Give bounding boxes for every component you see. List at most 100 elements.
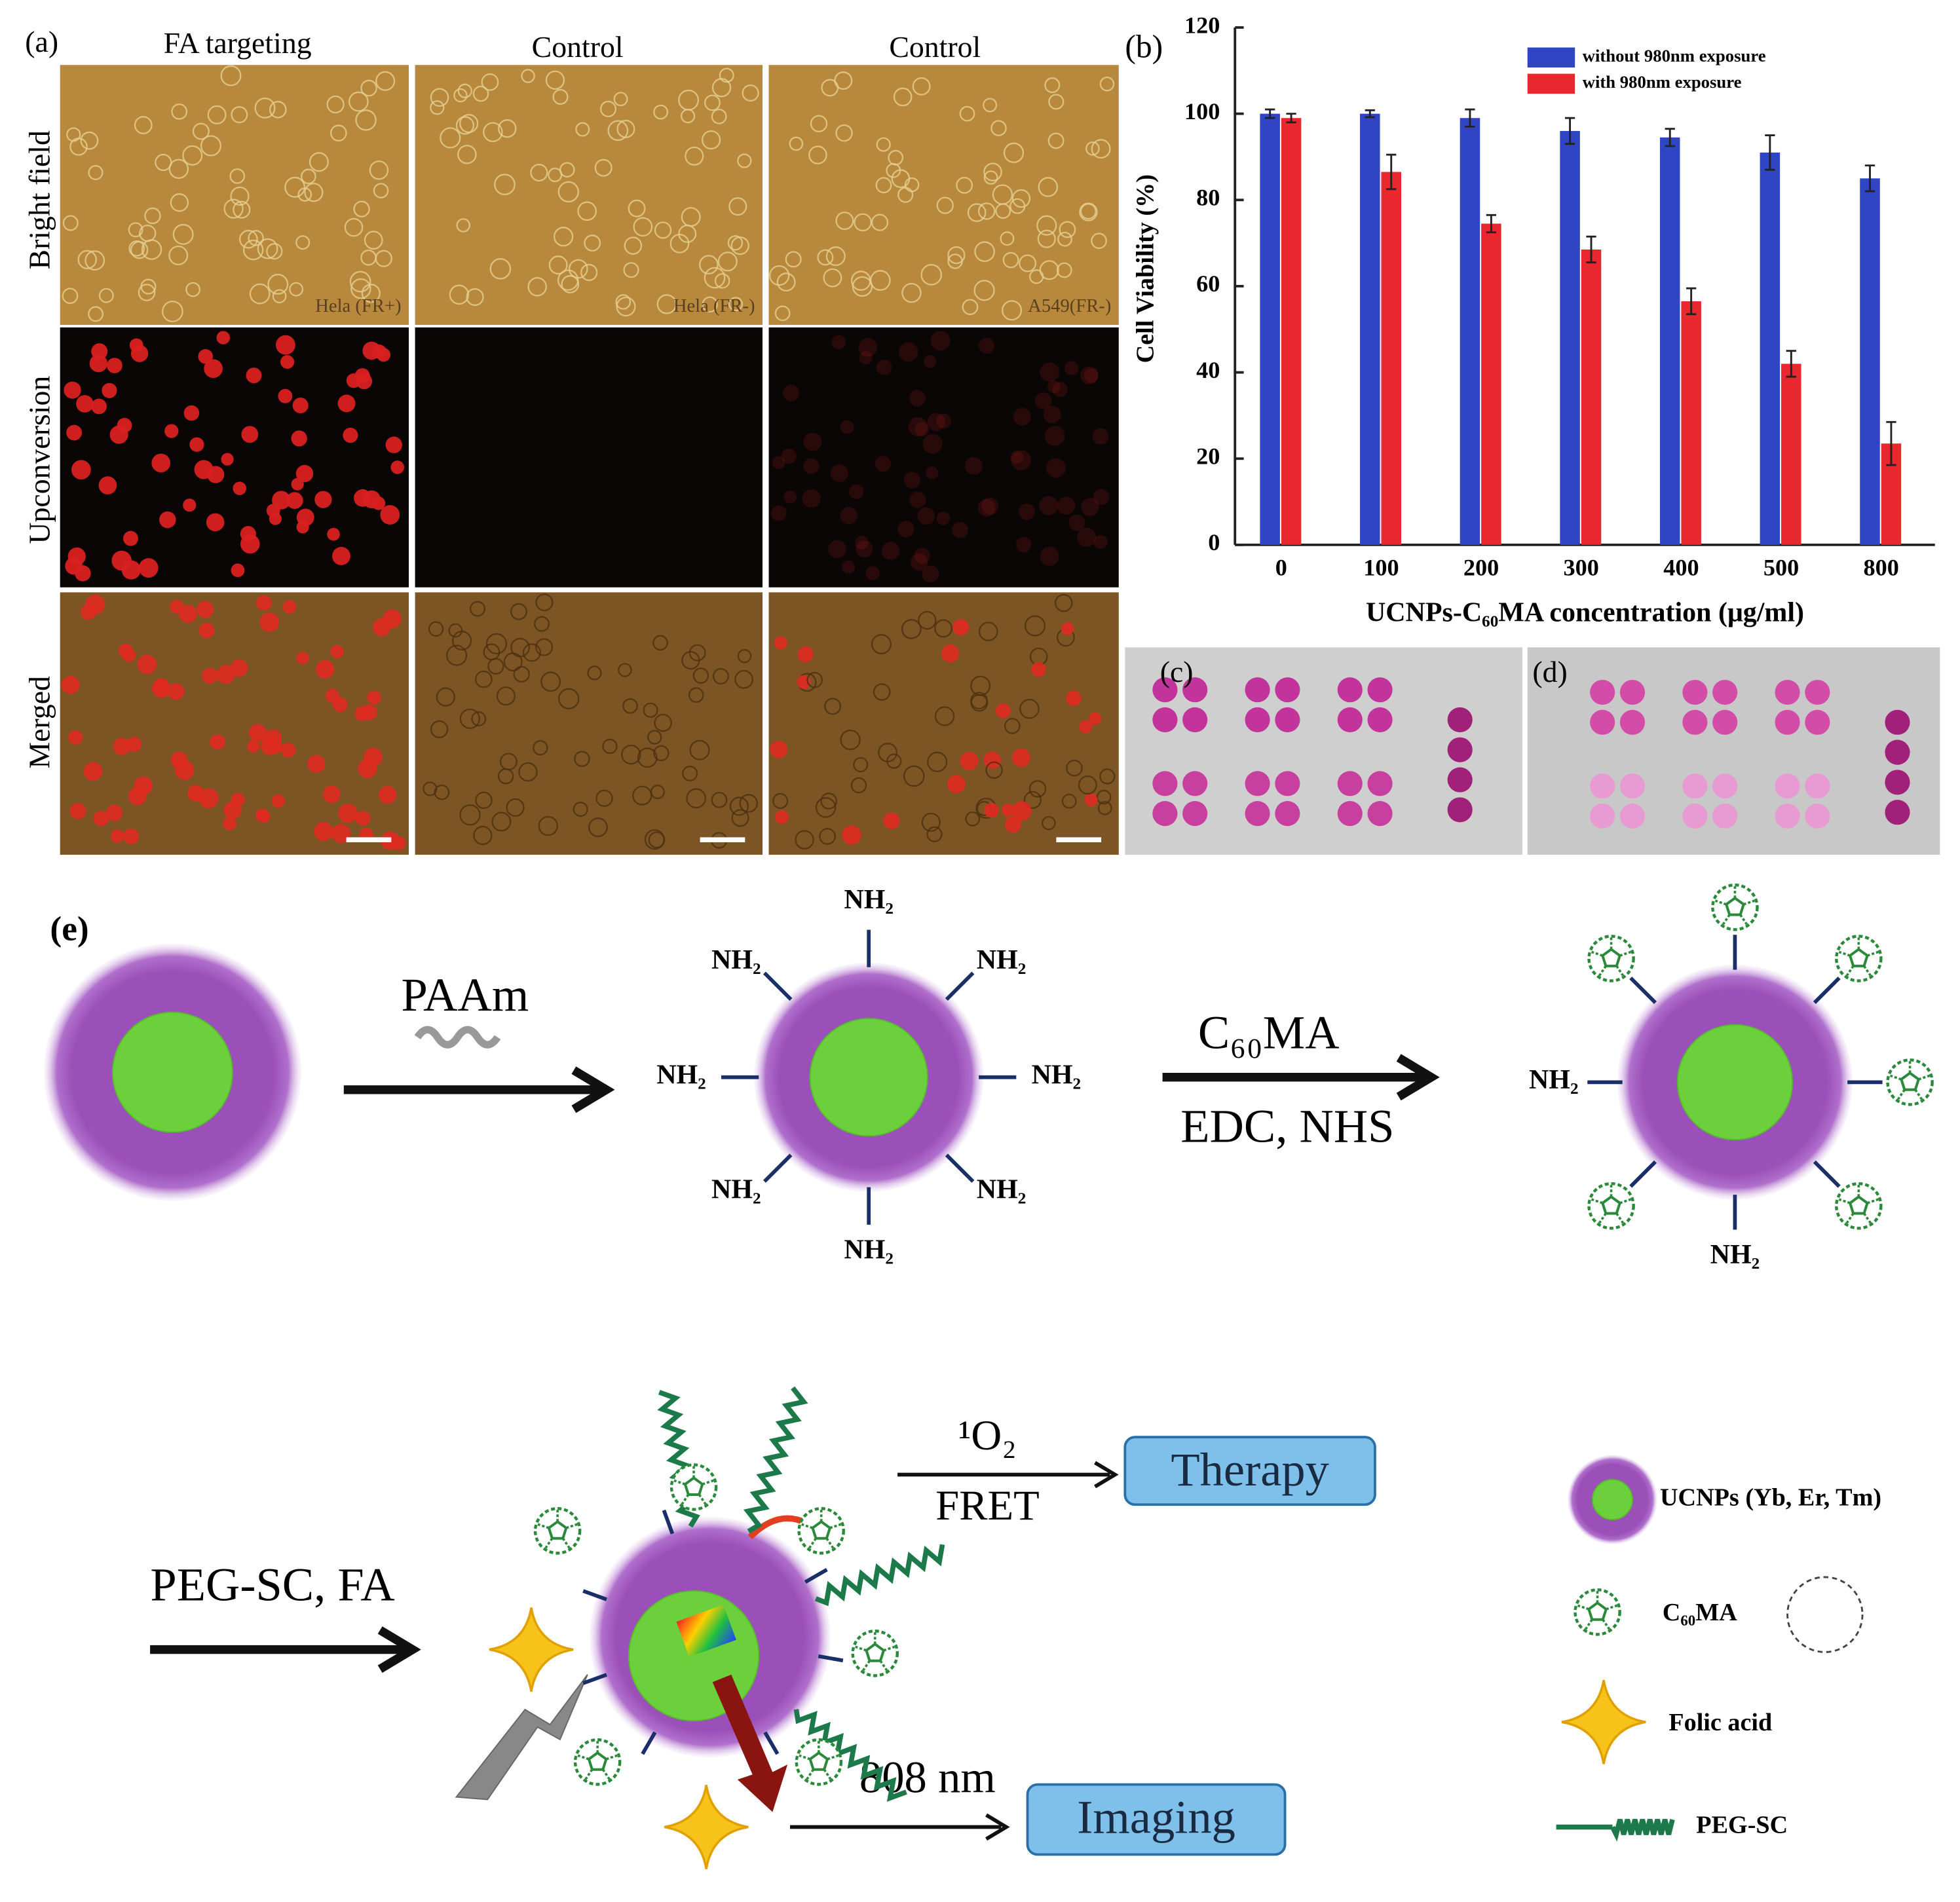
cell: [557, 181, 579, 203]
cell: [983, 98, 998, 113]
ligand: [1813, 977, 1841, 1004]
bar: [1581, 249, 1602, 545]
cell: [83, 762, 103, 781]
arrow-head: [1396, 1054, 1440, 1101]
cell: [459, 708, 480, 730]
ligand: [763, 1153, 793, 1183]
cell: [182, 145, 203, 166]
cell: [456, 218, 471, 233]
cell: [139, 224, 157, 242]
cell: [304, 183, 324, 202]
cell: [995, 203, 1011, 219]
particle-core: [809, 1018, 928, 1137]
well: [1367, 801, 1393, 827]
fullerene-outline: [1786, 1576, 1864, 1653]
cell: [783, 384, 800, 401]
folic-acid: [663, 1783, 749, 1871]
cell: [912, 77, 931, 96]
cell: [1048, 94, 1065, 110]
cell: [314, 491, 332, 508]
cell: [371, 496, 386, 510]
cell: [1037, 229, 1056, 248]
cell: [1039, 496, 1059, 515]
cell: [375, 71, 396, 91]
cell: [102, 382, 117, 398]
cell: [344, 217, 364, 237]
conditions: EDC, NHS: [1180, 1099, 1394, 1152]
cell: [577, 201, 597, 221]
cell: [622, 698, 638, 714]
cell: [223, 801, 242, 819]
cell: [734, 669, 753, 689]
cell: [774, 305, 791, 322]
cell: [1091, 233, 1107, 250]
cell: [137, 654, 157, 675]
cell: [730, 236, 749, 255]
cell: [1012, 801, 1032, 821]
amine-group: NH₂: [977, 1175, 1027, 1205]
cell: [430, 88, 449, 107]
cell: [494, 174, 516, 196]
cell: [239, 229, 258, 249]
cell: [1018, 503, 1035, 520]
cell: [71, 460, 91, 480]
well: [1805, 679, 1830, 705]
cell: [275, 335, 295, 355]
error-bar: [1586, 235, 1596, 264]
cell: [926, 826, 943, 842]
outcome-box: [1123, 1436, 1376, 1506]
cell: [138, 284, 156, 301]
cell: [1040, 546, 1059, 566]
cell: [220, 65, 242, 86]
cell: [618, 663, 632, 677]
cell: [475, 791, 493, 810]
cell: [527, 277, 547, 297]
cell: [681, 207, 701, 227]
cell: [984, 802, 999, 818]
cell: [727, 235, 744, 251]
cell: [922, 565, 939, 583]
cell: [264, 729, 282, 747]
cell: [947, 246, 966, 265]
cell: [459, 804, 481, 826]
cell: [379, 785, 397, 804]
cell: [278, 388, 293, 403]
cell: [85, 250, 105, 271]
cell: [739, 794, 759, 813]
cell: [170, 599, 184, 614]
cell: [1097, 800, 1112, 815]
cell: [1054, 593, 1073, 612]
cell: [983, 162, 1002, 181]
bar: [1681, 301, 1701, 545]
cell: [170, 751, 188, 769]
cell: [828, 540, 846, 559]
y-tick-label: 20: [1196, 443, 1220, 470]
cell: [840, 420, 854, 434]
cell: [242, 239, 264, 261]
cell: [1099, 768, 1116, 785]
cell: [360, 79, 377, 97]
ligand: [945, 971, 975, 1001]
cell: [66, 424, 83, 441]
fullerene: [1575, 1590, 1620, 1634]
cell: [498, 119, 517, 138]
cell: [573, 802, 588, 817]
cell: [110, 829, 124, 843]
cell: [469, 601, 486, 617]
well: [1447, 737, 1473, 762]
cell: [326, 95, 345, 114]
cell: [1011, 748, 1030, 768]
cell: [871, 634, 892, 655]
cell: [835, 124, 853, 142]
cell: [1002, 300, 1023, 321]
cell-line-label: A549(FR-): [1028, 295, 1111, 316]
cell: [729, 796, 749, 816]
fullerene: [1836, 1184, 1881, 1228]
cell: [269, 101, 287, 119]
error-bar: [1386, 153, 1397, 191]
cell: [61, 675, 80, 694]
cell: [466, 288, 484, 307]
error-bar: [1765, 134, 1775, 171]
panel-label: (e): [50, 909, 88, 948]
cell: [129, 338, 143, 352]
